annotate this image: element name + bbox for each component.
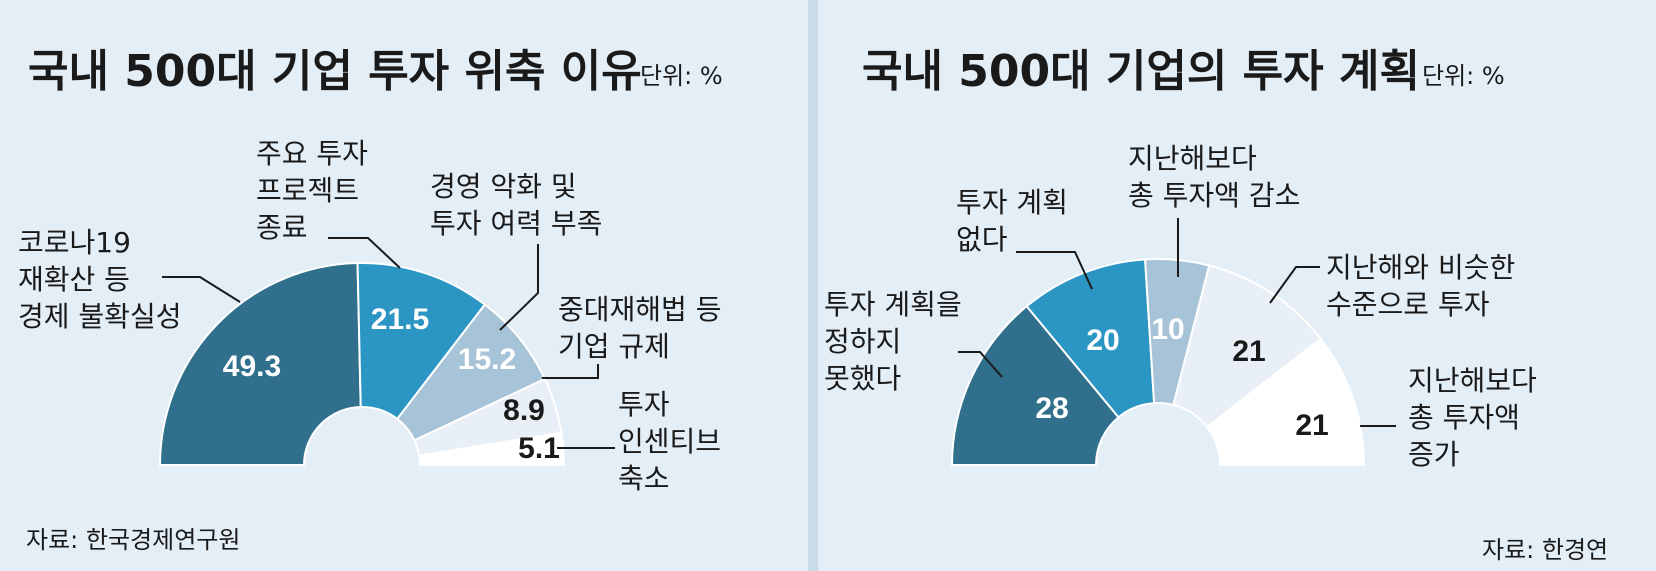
slice-value-label: 21 <box>1232 335 1265 368</box>
panel-divider <box>808 0 818 571</box>
slice-value-label: 8.9 <box>503 394 545 427</box>
slice-category-label: 지난해보다 총 투자액 증가 <box>1408 364 1537 471</box>
slice-category-label: 주요 투자 프로젝트 종료 <box>256 137 368 244</box>
slice-value-label: 21.5 <box>371 303 429 336</box>
slice-2 <box>1025 258 1156 419</box>
slice-value-label: 20 <box>1086 324 1119 357</box>
right-chart-title: 국내 500대 기업의 투자 계획 <box>862 46 1420 97</box>
right-source: 자료: 한경연 <box>1482 536 1608 564</box>
slice-category-label: 코로나19 재확산 등 경제 불확실성 <box>18 226 181 333</box>
slice-4 <box>1172 264 1323 429</box>
right-half-donut: 28 투자 계획을 정하지 못했다 20 투자 계획 없다 10 지난해보다 총 투자액 감소 21… <box>824 142 1537 471</box>
slice-2 <box>356 262 487 421</box>
left-half-donut: 49.3 코로나19 재확산 등 경제 불확실성 21.5 주요 투자 프로젝트 종료 15.2… <box>18 137 721 495</box>
leader-line <box>958 351 1003 378</box>
leader-line <box>499 244 539 331</box>
slice-category-label: 경영 악화 및 투자 여력 부족 <box>430 170 602 240</box>
slice-value-label: 49.3 <box>223 350 281 383</box>
slice-category-label: 투자 계획 없다 <box>956 186 1068 256</box>
slice-value-label: 10 <box>1151 313 1184 346</box>
slice-value-label: 21 <box>1295 409 1328 442</box>
slice-value-label: 15.2 <box>458 343 516 376</box>
leader-line <box>328 237 401 269</box>
slice-category-label: 투자 인센티브 축소 <box>618 388 721 495</box>
slice-category-label: 중대재해법 등 기업 규제 <box>558 293 721 363</box>
slice-value-label: 28 <box>1035 392 1068 425</box>
slice-category-label: 지난해와 비슷한 수준으로 투자 <box>1326 251 1515 321</box>
leader-line <box>542 364 599 379</box>
right-unit-label: 단위: % <box>1422 62 1505 90</box>
left-chart-title: 국내 500대 기업 투자 위축 이유 <box>28 46 642 97</box>
slice-1 <box>950 304 1120 466</box>
leader-line <box>162 276 241 303</box>
left-source: 자료: 한국경제연구원 <box>26 526 240 554</box>
slice-5 <box>418 431 566 466</box>
leader-line <box>1269 266 1320 304</box>
slice-1 <box>158 262 362 466</box>
left-unit-label: 단위: % <box>640 62 723 90</box>
leader-line <box>1016 251 1093 290</box>
slice-category-label: 투자 계획을 정하지 못했다 <box>824 288 962 395</box>
slice-5 <box>1205 337 1366 466</box>
slice-category-label: 지난해보다 총 투자액 감소 <box>1128 142 1300 212</box>
slice-value-label: 5.1 <box>518 432 560 465</box>
